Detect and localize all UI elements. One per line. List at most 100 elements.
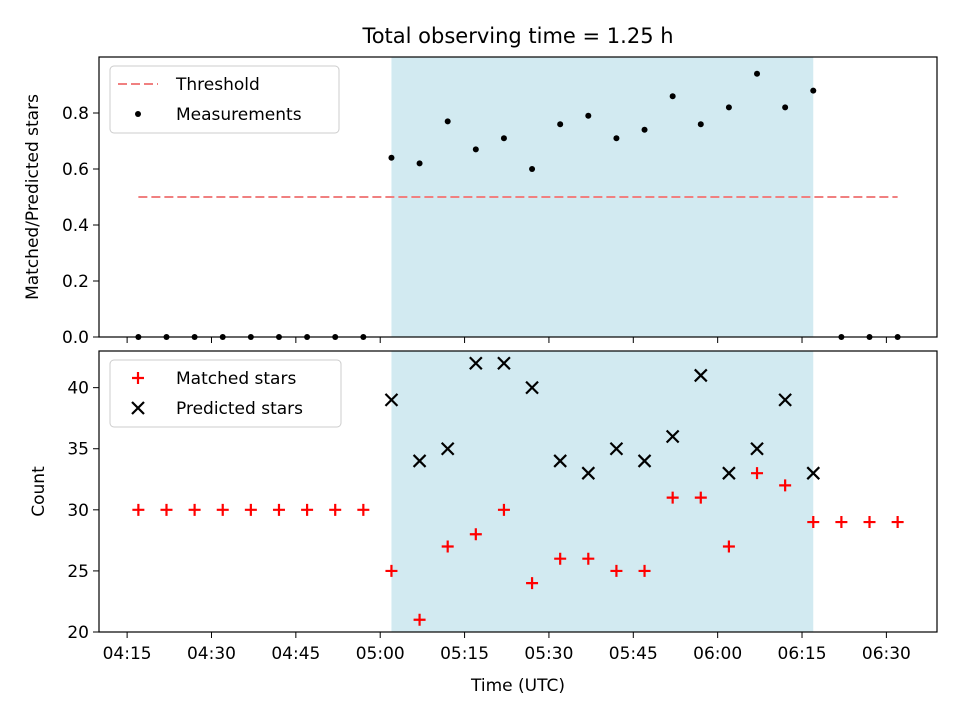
matched-stars-point xyxy=(244,503,257,516)
measurements-point xyxy=(697,121,704,128)
legend-x-swatch xyxy=(131,401,145,415)
y-tick-label: 40 xyxy=(67,379,89,399)
matched-stars-point xyxy=(863,516,876,529)
matched-stars-point xyxy=(301,503,314,516)
matched-stars-point xyxy=(132,503,145,516)
predicted-stars-point xyxy=(384,393,399,407)
matched-stars-point xyxy=(526,577,539,590)
predicted-stars-point xyxy=(665,429,680,444)
legend: Threshold Measurements xyxy=(109,65,340,134)
y-tick-label: 0.0 xyxy=(62,328,89,348)
matched-stars-point xyxy=(216,503,229,516)
predicted-stars-point xyxy=(609,441,624,456)
measurements-point xyxy=(810,87,817,94)
measurements-point xyxy=(754,70,761,77)
legend-label: Matched stars xyxy=(176,369,296,389)
matched-stars-point xyxy=(554,552,567,565)
matched-stars-point xyxy=(807,516,820,529)
matched-stars-point xyxy=(835,516,848,529)
legend-box xyxy=(109,359,342,428)
y-tick-label: 30 xyxy=(67,501,89,521)
predicted-stars-point xyxy=(553,454,567,468)
y-tick-label: 25 xyxy=(67,562,89,582)
matched-stars-point xyxy=(779,479,792,492)
y-tick-label: 0.6 xyxy=(62,160,89,180)
matched-stars-point xyxy=(160,503,173,516)
y-axis-label: Matched/Predicted stars xyxy=(23,94,43,300)
matched-stars-point xyxy=(638,564,651,577)
y-tick-label: 0.2 xyxy=(62,272,89,292)
matched-stars-point xyxy=(497,503,510,516)
y-tick-label: 0.4 xyxy=(62,216,89,236)
y-tick-label: 35 xyxy=(67,440,89,460)
matched-stars-point xyxy=(694,491,707,504)
legend-plus-swatch xyxy=(132,372,144,384)
x-tick-label: 06:00 xyxy=(693,644,742,664)
x-tick-label: 05:30 xyxy=(524,644,573,664)
matched-stars-point xyxy=(272,503,285,516)
measurements-point xyxy=(725,104,732,111)
x-tick-label: 06:15 xyxy=(778,644,827,664)
predicted-stars-point xyxy=(440,441,455,456)
legend-dot-swatch xyxy=(135,111,141,117)
matched-stars-point xyxy=(722,540,735,553)
predicted-stars-point xyxy=(412,454,427,468)
legend: Matched stars Predicted stars xyxy=(109,359,342,428)
measurements-point xyxy=(416,160,423,167)
x-tick-label: 04:15 xyxy=(103,644,152,664)
x-tick-label: 05:15 xyxy=(440,644,489,664)
x-tick-label: 05:45 xyxy=(609,644,658,664)
matched-stars-point xyxy=(329,503,342,516)
x-axis-label: Time (UTC) xyxy=(470,676,565,696)
chart-title: Total observing time = 1.25 h xyxy=(361,24,673,48)
highlight-span xyxy=(391,351,814,632)
x-tick-label: 06:30 xyxy=(862,644,911,664)
predicted-stars-point xyxy=(525,380,539,395)
matched-stars-point xyxy=(582,552,595,565)
legend-box xyxy=(109,65,340,134)
measurements-point xyxy=(388,154,395,161)
predicted-stars-point xyxy=(581,466,596,480)
matched-stars-point xyxy=(751,467,764,480)
matched-stars-point xyxy=(188,503,201,516)
matched-stars-point xyxy=(469,528,482,541)
predicted-stars-point xyxy=(750,441,764,456)
legend-label: Predicted stars xyxy=(176,399,303,419)
measurements-point xyxy=(557,121,564,128)
plot-frame xyxy=(98,56,938,338)
predicted-stars-point xyxy=(694,368,708,383)
y-axis-label: Count xyxy=(29,466,49,517)
plot-frame xyxy=(98,350,938,633)
predicted-stars-point xyxy=(637,454,652,468)
bottom-panel: 20 25 30 35 40 04:15 04:30 04:45 05:00 05:15 05:30… xyxy=(29,350,938,664)
matched-stars-point xyxy=(891,516,904,529)
x-tick-label: 04:45 xyxy=(271,644,320,664)
top-panel: 0.0 0.2 0.4 0.6 0.8 Matched/Predicted stars Th… xyxy=(23,56,938,348)
y-tick-label: 20 xyxy=(67,623,89,643)
legend-label: Measurements xyxy=(176,105,302,125)
measurements-point xyxy=(500,135,507,142)
measurements-point xyxy=(585,112,592,119)
measurements-point xyxy=(782,104,789,111)
matched-stars-point xyxy=(385,564,398,577)
predicted-stars-point xyxy=(806,466,821,480)
predicted-stars-point xyxy=(497,356,511,370)
y-tick-label: 0.8 xyxy=(62,104,89,124)
legend-label: Threshold xyxy=(175,75,260,95)
x-tick-label: 05:00 xyxy=(356,644,405,664)
predicted-stars-point xyxy=(778,393,792,407)
matched-stars-point xyxy=(610,564,623,577)
measurements-point xyxy=(669,93,676,100)
matched-stars-point xyxy=(413,613,426,626)
measurements-point xyxy=(613,135,620,142)
measurements-point xyxy=(444,118,451,125)
predicted-stars-point xyxy=(722,466,736,480)
predicted-stars-point xyxy=(469,356,483,370)
measurements-point xyxy=(641,126,648,133)
matched-stars-point xyxy=(441,540,454,553)
matched-stars-point xyxy=(357,503,370,516)
measurements-point xyxy=(472,146,479,153)
measurements-point xyxy=(529,166,536,172)
matched-stars-point xyxy=(666,491,679,504)
